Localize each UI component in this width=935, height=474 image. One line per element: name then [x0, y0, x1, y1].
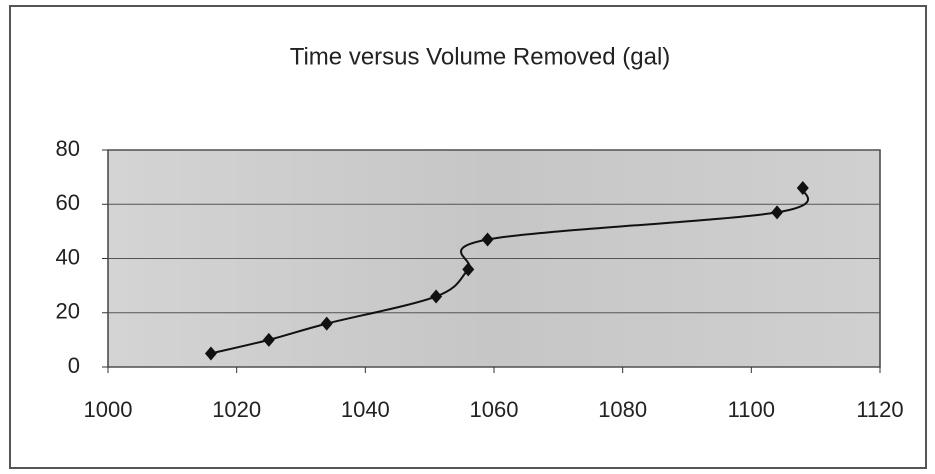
marker — [481, 232, 494, 247]
y-tick-label: 0 — [68, 353, 80, 378]
x-tick-label: 1020 — [212, 397, 261, 422]
x-tick-label: 1040 — [341, 397, 390, 422]
x-tick-label: 1100 — [728, 397, 775, 422]
marker — [771, 205, 784, 220]
y-tick-label: 40 — [56, 244, 80, 269]
y-tick-label: 20 — [56, 299, 80, 324]
chart-title: Time versus Volume Removed (gal) — [290, 43, 671, 70]
marker — [204, 346, 217, 361]
x-tick-label: 1080 — [598, 397, 647, 422]
marker — [320, 316, 333, 331]
x-tick-label: 1120 — [856, 397, 903, 422]
marker — [796, 180, 809, 195]
marker — [430, 289, 443, 304]
marker — [262, 332, 275, 347]
x-tick-label: 1000 — [84, 397, 133, 422]
x-tick-label: 1060 — [470, 397, 519, 422]
y-tick-label: 80 — [56, 136, 80, 161]
marker — [462, 262, 475, 277]
y-tick-label: 60 — [56, 190, 80, 215]
